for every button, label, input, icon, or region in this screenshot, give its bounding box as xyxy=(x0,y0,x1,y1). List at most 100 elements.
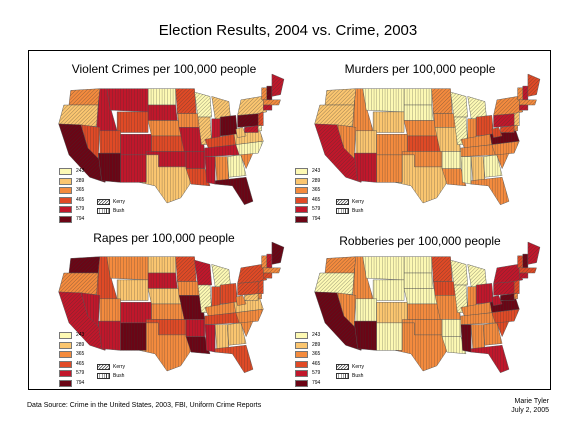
state-ny-vote-pattern xyxy=(237,96,267,116)
state-vt-vote-pattern xyxy=(517,87,523,100)
state-wv-vote-pattern xyxy=(491,127,503,138)
state-nm-vote-pattern xyxy=(376,322,403,351)
legend-row: 365 xyxy=(295,186,320,196)
legend-swatch xyxy=(59,379,72,387)
state-ms-vote-pattern xyxy=(460,324,472,353)
violent-crimes-map xyxy=(58,73,285,206)
pattern-row-bush: Bush xyxy=(97,206,125,215)
state-ky-vote-pattern xyxy=(460,302,492,316)
legend-row: 465 xyxy=(295,360,320,370)
state-pa-vote-pattern xyxy=(493,281,516,296)
state-nv-vote-pattern xyxy=(337,124,356,159)
state-mt-vote-pattern xyxy=(106,88,149,112)
color-legend: 243 289 365 465 579 794 xyxy=(295,167,320,224)
state-mn-vote-pattern xyxy=(431,88,453,114)
state-ca-vote-pattern xyxy=(314,123,367,183)
legend-swatch xyxy=(59,341,72,349)
legend-swatch xyxy=(59,351,72,359)
state-wi-vote-pattern xyxy=(450,92,468,118)
state-id-vote-pattern xyxy=(96,88,118,131)
legend-swatch xyxy=(295,341,308,349)
state-ar-vote-pattern xyxy=(185,151,205,169)
state-me-vote-pattern xyxy=(527,242,540,265)
state-nd-vote-pattern xyxy=(148,88,176,105)
state-ia-vote-pattern xyxy=(433,113,456,128)
legend-label: 243 xyxy=(76,168,85,175)
legend-swatch xyxy=(295,215,308,223)
bush-pattern-swatch xyxy=(97,207,110,214)
state-mt-vote-pattern xyxy=(106,256,149,280)
state-ok-vote-pattern xyxy=(146,319,186,335)
legend-swatch xyxy=(295,370,308,378)
state-nh-vote-pattern xyxy=(266,86,272,100)
state-sd-vote-pattern xyxy=(148,273,178,289)
state-ct-vote-pattern xyxy=(263,105,272,111)
state-in-vote-pattern xyxy=(211,286,221,310)
legend-swatch xyxy=(295,206,308,214)
state-in-vote-pattern xyxy=(211,118,221,142)
murders-map xyxy=(314,73,541,206)
legend-label: 365 xyxy=(76,351,85,358)
state-ca-vote-pattern xyxy=(58,291,111,351)
state-pa-vote-pattern xyxy=(237,281,260,296)
state-mn-vote-pattern xyxy=(175,256,197,282)
state-la-vote-pattern xyxy=(185,168,210,186)
state-md-vote-pattern xyxy=(244,125,259,133)
state-sc-vote-pattern xyxy=(239,151,253,169)
state-tx-vote-pattern xyxy=(139,154,192,204)
state-wy-vote-pattern xyxy=(117,111,149,133)
state-ne-vote-pattern xyxy=(148,120,183,136)
state-tx-vote-pattern xyxy=(395,322,448,372)
legend-label: 365 xyxy=(312,351,321,358)
state-or-vote-pattern xyxy=(314,105,355,127)
legend-row: 365 xyxy=(59,350,84,360)
state-il-vote-pattern xyxy=(197,285,212,313)
state-nc-vote-pattern xyxy=(491,141,520,155)
legend-label: 365 xyxy=(76,187,85,194)
bush-label: Bush xyxy=(113,372,125,379)
legend-row: 289 xyxy=(59,341,84,351)
state-mo-vote-pattern xyxy=(179,127,205,152)
robberies-panel: Robberies per 100,000 people 243 289 365… xyxy=(291,225,549,390)
state-nm-vote-pattern xyxy=(120,154,147,183)
rapes-map xyxy=(58,241,285,374)
legend-swatch xyxy=(295,187,308,195)
legend-label: 579 xyxy=(76,370,85,377)
state-pa-vote-pattern xyxy=(237,113,260,128)
state-la-vote-pattern xyxy=(441,168,466,186)
state-sc-vote-pattern xyxy=(239,319,253,337)
state-il-vote-pattern xyxy=(453,117,468,145)
legend-label: 794 xyxy=(76,379,85,386)
state-wv-vote-pattern xyxy=(491,295,503,306)
state-ms-vote-pattern xyxy=(204,156,216,185)
state-or-vote-pattern xyxy=(58,273,99,295)
legend-swatch xyxy=(59,168,72,176)
legend-row: 289 xyxy=(59,177,84,187)
state-ut-vote-pattern xyxy=(99,130,121,154)
legend-label: 794 xyxy=(312,379,321,386)
state-oh-vote-pattern xyxy=(220,115,238,136)
legend-row: 579 xyxy=(59,369,84,379)
state-in-vote-pattern xyxy=(467,118,477,142)
state-wy-vote-pattern xyxy=(373,279,405,301)
pattern-row-kerry: Kerry xyxy=(97,197,125,206)
kerry-pattern-swatch xyxy=(336,363,349,370)
pattern-row-kerry: Kerry xyxy=(336,362,364,371)
bush-pattern-swatch xyxy=(336,207,349,214)
bush-label: Bush xyxy=(352,372,364,379)
state-nh-vote-pattern xyxy=(522,86,528,100)
state-ar-vote-pattern xyxy=(441,319,461,337)
legend-label: 465 xyxy=(312,196,321,203)
state-wi-vote-pattern xyxy=(194,92,212,118)
state-mt-vote-pattern xyxy=(362,256,405,280)
state-ga-vote-pattern xyxy=(483,322,503,346)
state-vt-vote-pattern xyxy=(261,87,267,100)
legend-row: 465 xyxy=(59,360,84,370)
legend-row: 579 xyxy=(59,205,84,215)
state-mt-vote-pattern xyxy=(362,88,405,112)
state-ks-vote-pattern xyxy=(407,135,441,152)
state-me-vote-pattern xyxy=(271,74,284,97)
map-frame: Violent Crimes per 100,000 people 243 28… xyxy=(28,50,551,390)
state-mn-vote-pattern xyxy=(175,88,197,114)
state-mi-vote-pattern xyxy=(211,264,231,287)
